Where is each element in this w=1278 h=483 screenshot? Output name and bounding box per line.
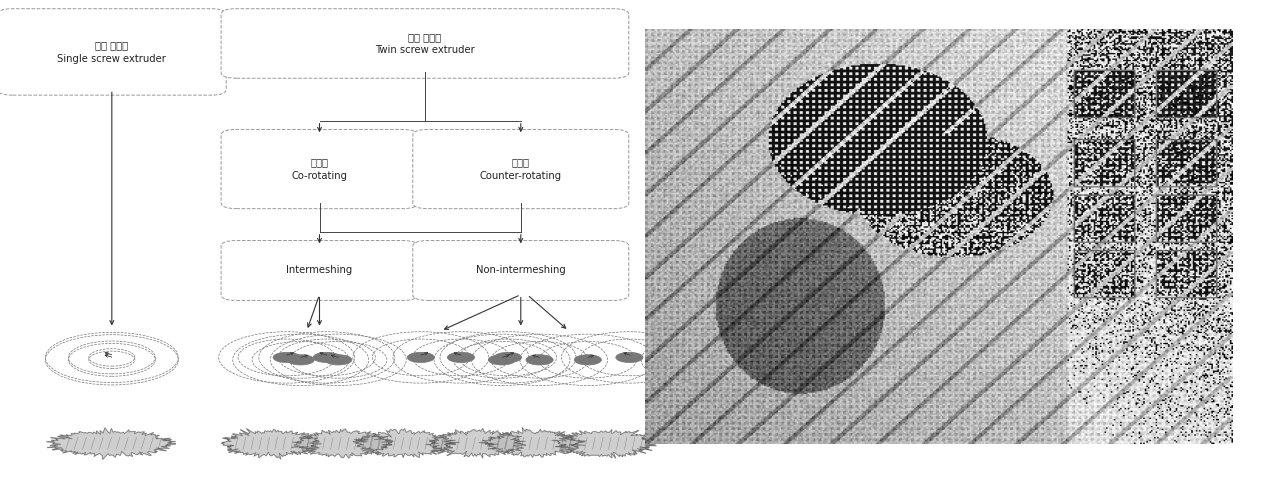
Polygon shape — [552, 429, 657, 458]
FancyBboxPatch shape — [0, 9, 226, 95]
Text: Intermeshing: Intermeshing — [286, 266, 353, 275]
Circle shape — [313, 352, 340, 363]
Circle shape — [695, 355, 723, 365]
Text: 단축 압출기
Single screw extruder: 단축 압출기 Single screw extruder — [58, 40, 166, 64]
Circle shape — [408, 352, 435, 363]
Circle shape — [616, 352, 643, 363]
Circle shape — [574, 355, 602, 365]
Circle shape — [288, 355, 314, 365]
Text: Non-intermeshing: Non-intermeshing — [475, 266, 566, 275]
FancyBboxPatch shape — [413, 241, 629, 300]
Bar — [0, 299, 639, 396]
Polygon shape — [291, 429, 394, 458]
Circle shape — [495, 352, 521, 363]
Text: 동방향
Co-rotating: 동방향 Co-rotating — [291, 157, 348, 181]
FancyBboxPatch shape — [413, 129, 629, 209]
Text: 이축 압출기
Twin screw extruder: 이축 압출기 Twin screw extruder — [374, 32, 475, 55]
FancyBboxPatch shape — [221, 9, 629, 78]
Circle shape — [447, 352, 474, 363]
Circle shape — [527, 355, 553, 365]
Circle shape — [273, 352, 300, 363]
FancyBboxPatch shape — [221, 129, 418, 209]
Polygon shape — [46, 428, 176, 459]
Polygon shape — [353, 428, 459, 457]
Polygon shape — [221, 428, 321, 459]
Circle shape — [488, 355, 515, 365]
FancyBboxPatch shape — [221, 241, 418, 300]
Polygon shape — [426, 428, 527, 458]
Text: 역방향
Counter-rotating: 역방향 Counter-rotating — [479, 157, 562, 181]
Polygon shape — [479, 427, 587, 457]
Circle shape — [325, 355, 351, 365]
